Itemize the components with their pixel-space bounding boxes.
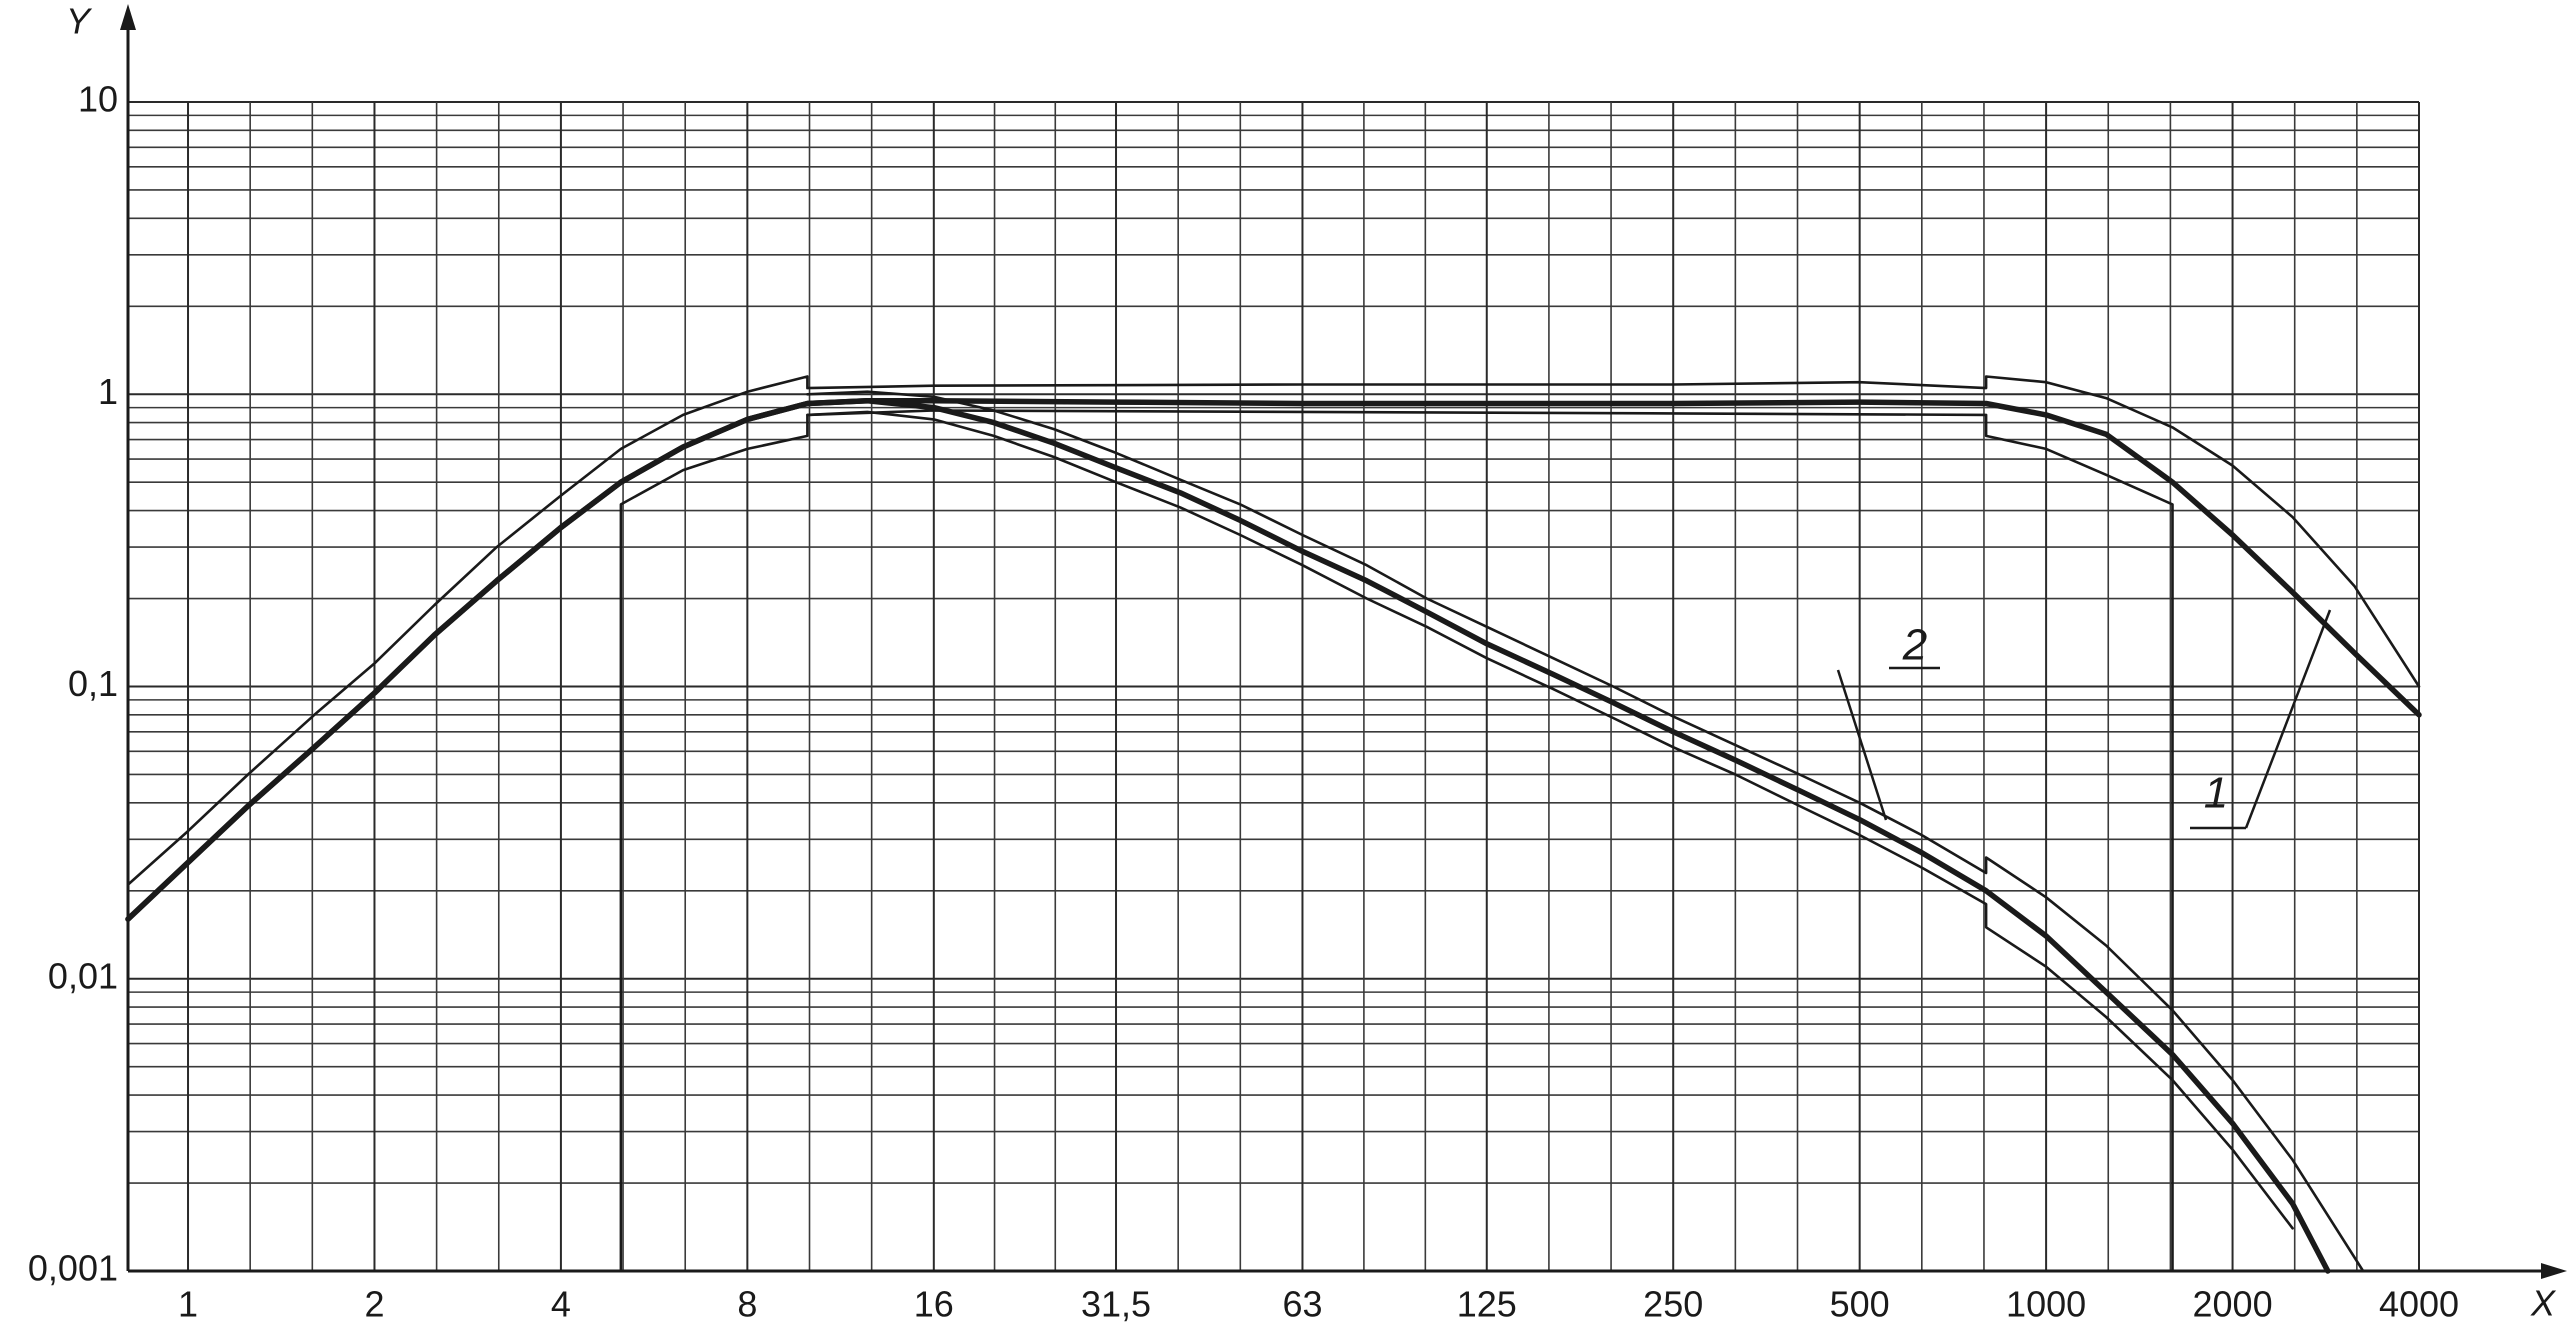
annotations: 2 1 bbox=[1836, 609, 2332, 830]
x-tick-label: 16 bbox=[914, 1284, 954, 1325]
y-tick-label: 0,1 bbox=[68, 663, 118, 704]
y-tick-label: 1 bbox=[98, 371, 118, 412]
x-tick-label: 1 bbox=[178, 1284, 198, 1325]
curve bbox=[125, 398, 2331, 1274]
grid bbox=[128, 101, 2420, 1272]
x-axis-label: X bbox=[2530, 1283, 2557, 1324]
curve-label: 1 bbox=[2204, 769, 2228, 818]
y-tick-label: 0,001 bbox=[28, 1248, 118, 1289]
curves bbox=[125, 375, 2422, 1274]
y-tick-label: 10 bbox=[78, 79, 118, 120]
y-axis-label: Y bbox=[66, 1, 93, 42]
x-tick-label: 8 bbox=[737, 1284, 757, 1325]
x-axis-arrow bbox=[2541, 1263, 2567, 1279]
x-tick-label: 63 bbox=[1282, 1284, 1322, 1325]
y-tick-label: 0,01 bbox=[48, 955, 118, 996]
curve bbox=[806, 410, 2294, 1230]
curve bbox=[126, 375, 2421, 886]
x-tick-label: 4 bbox=[551, 1284, 571, 1325]
curve bbox=[619, 409, 2174, 1273]
x-tick-label: 125 bbox=[1457, 1284, 1517, 1325]
x-tick-label: 1000 bbox=[2006, 1284, 2086, 1325]
axes: Y X bbox=[66, 1, 2567, 1324]
x-tick-label: 4000 bbox=[2379, 1284, 2459, 1325]
curve-label: 2 bbox=[1902, 621, 1927, 670]
leader-line bbox=[1836, 669, 1888, 821]
x-tick-label: 250 bbox=[1643, 1284, 1703, 1325]
x-tick-label: 31,5 bbox=[1081, 1284, 1151, 1325]
leader-line bbox=[2244, 609, 2332, 829]
x-tick-label: 500 bbox=[1830, 1284, 1890, 1325]
curve bbox=[806, 390, 2365, 1273]
x-tick-label: 2000 bbox=[2193, 1284, 2273, 1325]
curve bbox=[125, 398, 2422, 922]
x-tick-label: 2 bbox=[364, 1284, 384, 1325]
y-axis-arrow bbox=[120, 4, 136, 30]
